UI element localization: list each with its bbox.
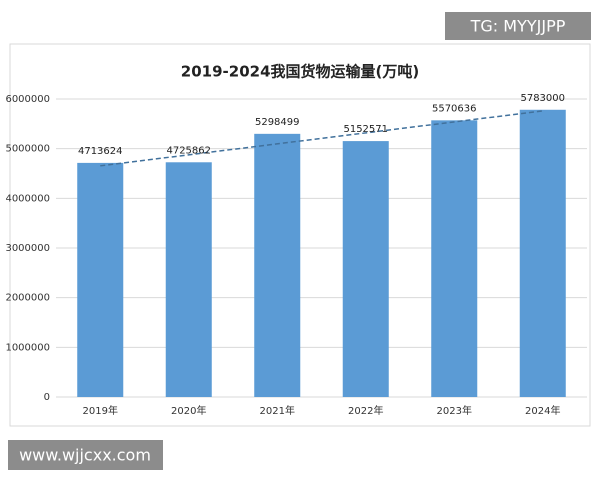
x-tick-label: 2022年 (348, 404, 383, 417)
x-tick-label: 2024年 (525, 404, 560, 417)
bar (519, 109, 566, 398)
y-tick-label: 2000000 (5, 293, 50, 304)
bar (342, 141, 389, 397)
watermark-text: www.wjjcxx.com (19, 446, 151, 465)
data-label: 4713624 (78, 146, 123, 157)
bar (165, 162, 212, 397)
y-tick-label: 6000000 (5, 94, 50, 105)
chart-title: 2019-2024我国货物运输量(万吨) (181, 63, 419, 81)
bar (431, 120, 478, 398)
y-tick-label: 3000000 (5, 243, 50, 254)
data-label: 4725862 (166, 145, 211, 156)
y-tick-label: 0 (44, 392, 50, 403)
watermark-text: TG: MYYJJPP (470, 17, 566, 36)
x-tick-label: 2023年 (437, 404, 472, 417)
x-tick-label: 2019年 (83, 404, 118, 417)
y-tick-label: 1000000 (5, 342, 50, 353)
trend-line (100, 110, 543, 167)
data-label: 5783000 (520, 93, 565, 104)
data-label: 5152571 (343, 124, 388, 135)
x-tick-label: 2021年 (260, 404, 295, 417)
data-label: 5570636 (432, 103, 477, 114)
bar (77, 162, 124, 397)
y-tick-label: 4000000 (5, 193, 50, 204)
x-tick-label: 2020年 (171, 404, 206, 417)
watermark-box (8, 440, 163, 470)
data-label: 5298499 (255, 117, 300, 128)
y-tick-label: 5000000 (5, 144, 50, 155)
bar (254, 133, 301, 397)
watermark-box (445, 12, 591, 40)
